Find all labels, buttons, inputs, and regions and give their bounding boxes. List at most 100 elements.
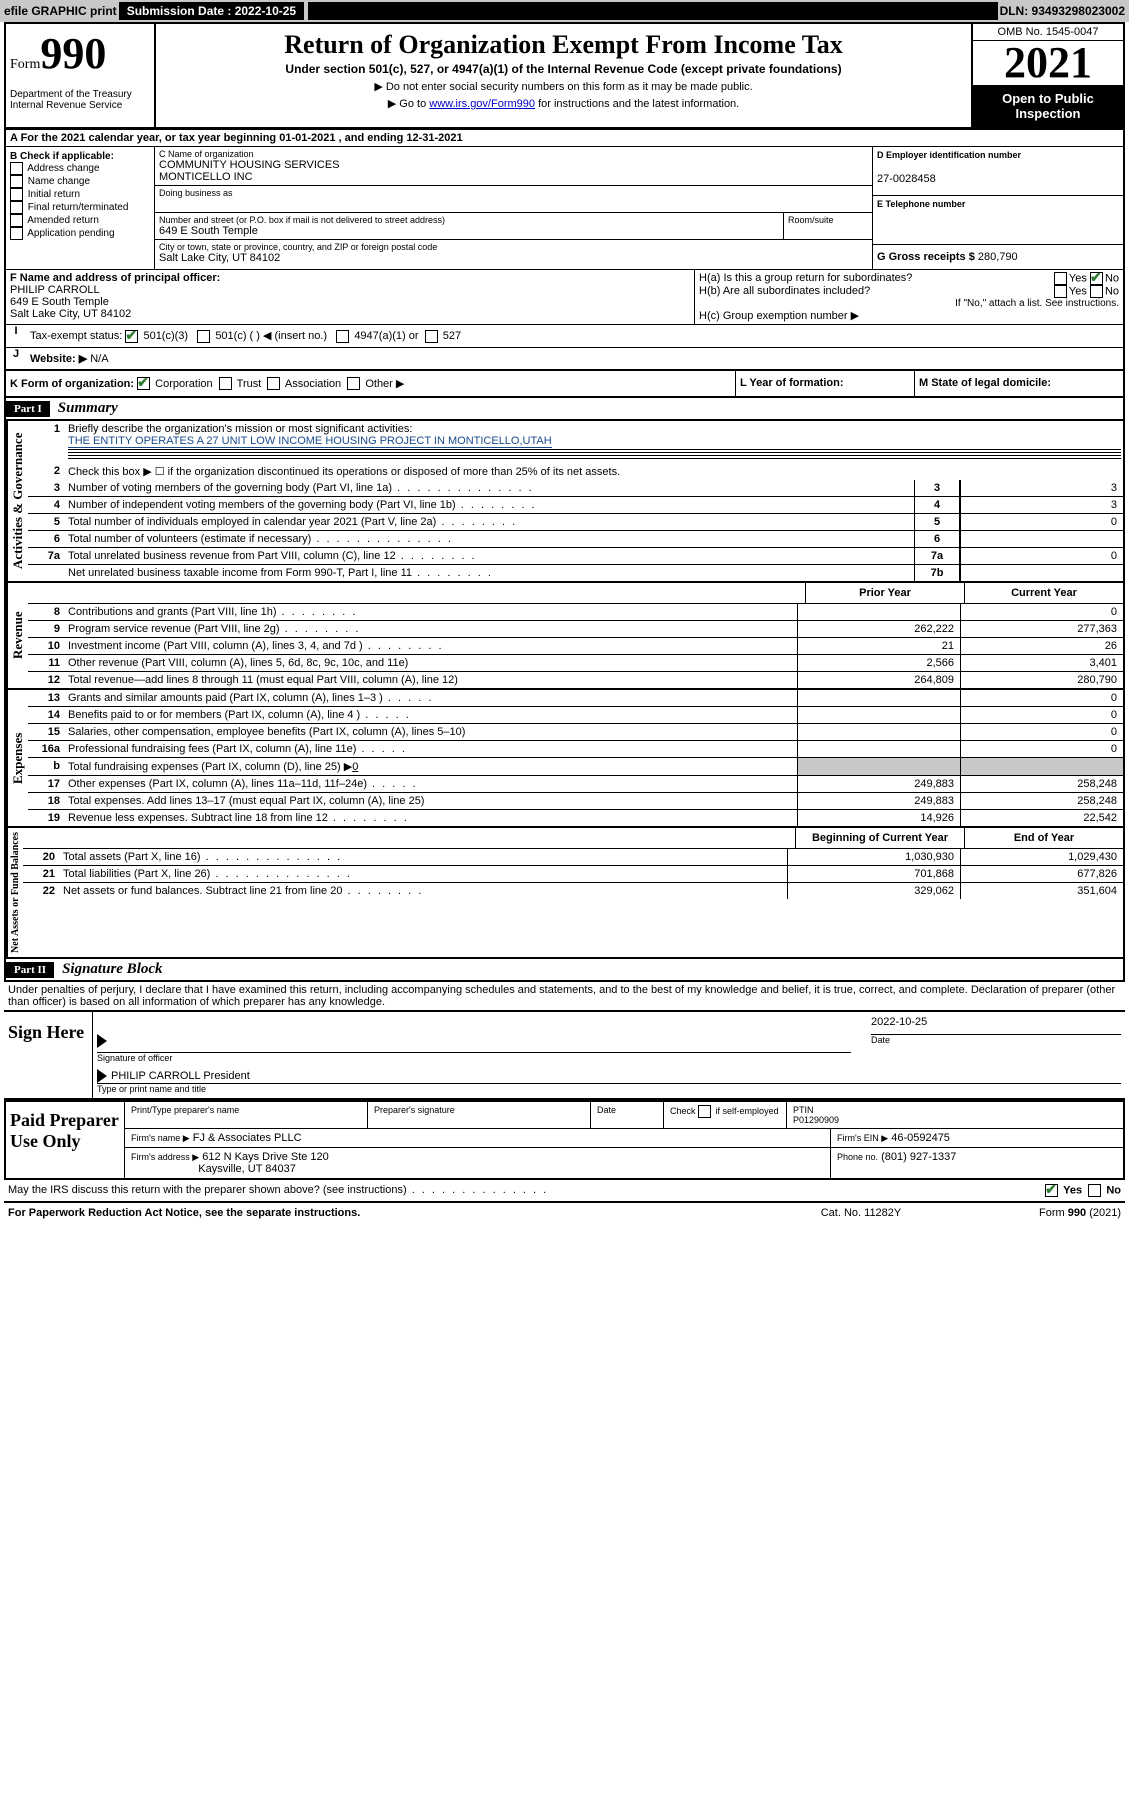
sign-here: Sign Here: [4, 1012, 93, 1098]
form-990: 990: [40, 29, 106, 78]
row-l: L Year of formation:: [740, 377, 844, 389]
check-self-employed[interactable]: [698, 1105, 711, 1118]
p18: 249,883: [797, 793, 960, 809]
l12: Total revenue—add lines 8 through 11 (mu…: [66, 672, 797, 688]
c12: 280,790: [960, 672, 1123, 688]
discuss-yes[interactable]: [1045, 1184, 1058, 1197]
officer-name: PHILIP CARROLL: [10, 284, 100, 296]
sign-here-block: Sign Here Signature of officer 2022-10-2…: [4, 1010, 1125, 1100]
period-pre: A For the 2021 calendar year, or tax yea…: [10, 132, 279, 144]
row-j-label: Website: ▶: [30, 353, 87, 365]
ha-yes[interactable]: [1054, 272, 1067, 285]
sig-date-label: Date: [871, 1034, 1121, 1045]
l18: Total expenses. Add lines 13–17 (must eq…: [66, 793, 797, 809]
declaration: Under penalties of perjury, I declare th…: [4, 982, 1125, 1010]
c18: 258,248: [960, 793, 1123, 809]
hb-yes[interactable]: [1054, 285, 1067, 298]
prep-h4: Check if self-employed: [664, 1102, 787, 1128]
check-address[interactable]: [10, 162, 23, 175]
lbl-no2: No: [1105, 285, 1119, 297]
phone-label: Phone no.: [837, 1152, 878, 1162]
p21: 701,868: [787, 866, 960, 882]
city-label: City or town, state or province, country…: [159, 242, 868, 252]
vtab-netassets: Net Assets or Fund Balances: [6, 828, 23, 957]
page-footer: For Paperwork Reduction Act Notice, see …: [4, 1203, 1125, 1223]
hdr-end: End of Year: [964, 828, 1123, 848]
form-number: Form990: [10, 28, 150, 79]
hdr-beg: Beginning of Current Year: [795, 828, 964, 848]
form-word: Form: [10, 57, 40, 72]
check-pending[interactable]: [10, 227, 23, 240]
lbl-yes2: Yes: [1069, 285, 1087, 297]
dba-label: Doing business as: [159, 188, 868, 198]
org-address: 649 E South Temple: [159, 225, 779, 237]
irs-discuss-row: May the IRS discuss this return with the…: [4, 1180, 1125, 1203]
h-c: H(c) Group exemption number ▶: [699, 309, 1119, 322]
c17: 258,248: [960, 776, 1123, 792]
check-initial[interactable]: [10, 188, 23, 201]
firm-phone: (801) 927-1337: [881, 1151, 956, 1163]
line1-label: Briefly describe the organization's miss…: [68, 423, 412, 435]
v7a: 0: [960, 548, 1123, 564]
c22: 351,604: [960, 883, 1123, 899]
cat-no: Cat. No. 11282Y: [761, 1207, 961, 1219]
check-501c[interactable]: [197, 330, 210, 343]
p15: [797, 724, 960, 740]
discuss-no[interactable]: [1088, 1184, 1101, 1197]
p16a: [797, 741, 960, 757]
prep-h1: Print/Type preparer's name: [125, 1102, 368, 1128]
section-a-period: A For the 2021 calendar year, or tax yea…: [4, 130, 1125, 371]
check-assoc[interactable]: [267, 377, 280, 390]
p13: [797, 690, 960, 706]
check-name[interactable]: [10, 175, 23, 188]
irs-link[interactable]: www.irs.gov/Form990: [429, 98, 535, 110]
open-inspection: Open to Public Inspection: [973, 85, 1123, 127]
c9: 277,363: [960, 621, 1123, 637]
v4: 3: [960, 497, 1123, 513]
check-527[interactable]: [425, 330, 438, 343]
l16b: Total fundraising expenses (Part IX, col…: [66, 758, 797, 775]
dept-treasury: Department of the Treasury Internal Reve…: [10, 89, 150, 111]
check-trust[interactable]: [219, 377, 232, 390]
firm-addr-cell: Firm's address ▶ 612 N Kays Drive Ste 12…: [125, 1148, 831, 1178]
box-b: B Check if applicable: Address change Na…: [6, 147, 155, 269]
prep-check-label: Check: [670, 1106, 696, 1116]
period-begin: 01-01-2021: [279, 132, 335, 144]
part1-hdr: Part I: [6, 401, 50, 417]
check-4947[interactable]: [336, 330, 349, 343]
c11: 3,401: [960, 655, 1123, 671]
p9: 262,222: [797, 621, 960, 637]
check-amended[interactable]: [10, 214, 23, 227]
check-corp[interactable]: [137, 377, 150, 390]
prep-h3: Date: [591, 1102, 664, 1128]
check-other[interactable]: [347, 377, 360, 390]
mission-text: THE ENTITY OPERATES A 27 UNIT LOW INCOME…: [68, 435, 552, 448]
p20: 1,030,930: [787, 849, 960, 865]
c10: 26: [960, 638, 1123, 654]
hb-no[interactable]: [1090, 285, 1103, 298]
vtab-governance: Activities & Governance: [6, 421, 28, 581]
ha-no[interactable]: [1090, 272, 1103, 285]
l9: Program service revenue (Part VIII, line…: [66, 621, 797, 637]
sig-name-label: Type or print name and title: [97, 1084, 1121, 1094]
gross-receipts: 280,790: [978, 251, 1018, 263]
firm-ein-cell: Firm's EIN ▶ 46-0592475: [831, 1129, 1123, 1147]
v3: 3: [960, 480, 1123, 496]
row-m: M State of legal domicile:: [919, 377, 1051, 389]
l13: Grants and similar amounts paid (Part IX…: [66, 690, 797, 706]
opt-527: 527: [443, 330, 461, 342]
v6: [960, 531, 1123, 547]
efile-label: efile GRAPHIC print: [4, 4, 117, 18]
sig-officer-label: Signature of officer: [97, 1053, 851, 1063]
firm-addr2: Kaysville, UT 84037: [198, 1163, 296, 1175]
box-c-label: C Name of organization: [159, 149, 868, 159]
vtab-expenses: Expenses: [6, 690, 28, 826]
box-f-label: F Name and address of principal officer:: [10, 272, 220, 284]
line7a: Total unrelated business revenue from Pa…: [66, 548, 914, 564]
c15: 0: [960, 724, 1123, 740]
check-final[interactable]: [10, 201, 23, 214]
line6: Total number of volunteers (estimate if …: [66, 531, 914, 547]
part2-title: Signature Block: [54, 959, 170, 980]
c20: 1,029,430: [960, 849, 1123, 865]
check-501c3[interactable]: [125, 330, 138, 343]
